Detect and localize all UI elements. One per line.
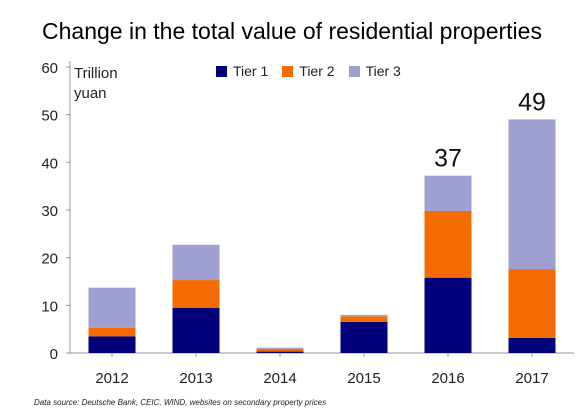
chart-title: Change in the total value of residential…	[42, 18, 542, 44]
legend-swatch-tier-3	[348, 65, 360, 77]
bar-2015-tier-1	[340, 322, 388, 353]
total-label-2016: 37	[434, 145, 462, 173]
bar-2013-tier-3	[172, 244, 220, 281]
y-tick-label: 40	[41, 155, 58, 172]
legend-item-tier-3: Tier 3	[348, 63, 401, 79]
legend-label-tier-3: Tier 3	[365, 63, 401, 79]
y-unit-label-line-1: Trillion	[74, 65, 118, 82]
y-tick-label: 20	[41, 251, 58, 268]
bar-2017-tier-2	[508, 269, 556, 338]
legend-swatch-tier-1	[216, 65, 227, 77]
x-tick-label-2015: 2015	[347, 370, 380, 387]
legend-swatch-tier-2	[282, 65, 294, 77]
legend-item-tier-2: Tier 2	[282, 63, 335, 79]
bar-2013-tier-2	[172, 280, 220, 308]
x-tick-label-2017: 2017	[515, 370, 548, 387]
bar-2016-tier-3	[424, 175, 472, 211]
bar-2016-tier-1	[424, 277, 472, 353]
x-tick-label-2016: 2016	[431, 370, 464, 387]
total-label-2017: 49	[518, 88, 546, 116]
y-tick-label: 50	[41, 108, 58, 125]
legend-label-tier-1: Tier 1	[233, 63, 269, 79]
source-note: Data source: Deutsche Bank, CEIC, WIND, …	[34, 398, 327, 407]
bar-2012-tier-1	[88, 336, 136, 353]
y-tick-label: 10	[41, 298, 58, 315]
y-unit-label-line-2: yuan	[74, 85, 107, 102]
legend-label-tier-2: Tier 2	[299, 63, 335, 79]
bar-2012-tier-2	[88, 327, 136, 337]
y-tick-label: 30	[41, 203, 58, 220]
x-tick-label-2013: 2013	[179, 370, 212, 387]
bar-2013-tier-1	[172, 307, 220, 353]
y-tick-label: 0	[50, 346, 58, 363]
bar-2016-tier-2	[424, 210, 472, 278]
y-tick-label: 60	[41, 60, 58, 77]
y-unit-label: Trillion yuan	[74, 64, 118, 104]
bar-2014-tier-2	[256, 348, 304, 352]
bar-2014-tier-1	[256, 351, 304, 353]
legend: Tier 1 Tier 2 Tier 3	[216, 63, 401, 79]
bar-2015-tier-3	[340, 314, 388, 317]
x-tick-label-2014: 2014	[263, 370, 296, 387]
x-tick-label-2012: 2012	[95, 370, 128, 387]
bar-2017-tier-3	[508, 119, 556, 270]
legend-item-tier-1: Tier 1	[216, 63, 268, 79]
bar-2012-tier-3	[88, 287, 136, 328]
bar-2015-tier-2	[340, 316, 388, 323]
bar-2014-tier-3	[256, 347, 304, 349]
bar-2017-tier-1	[508, 337, 556, 353]
